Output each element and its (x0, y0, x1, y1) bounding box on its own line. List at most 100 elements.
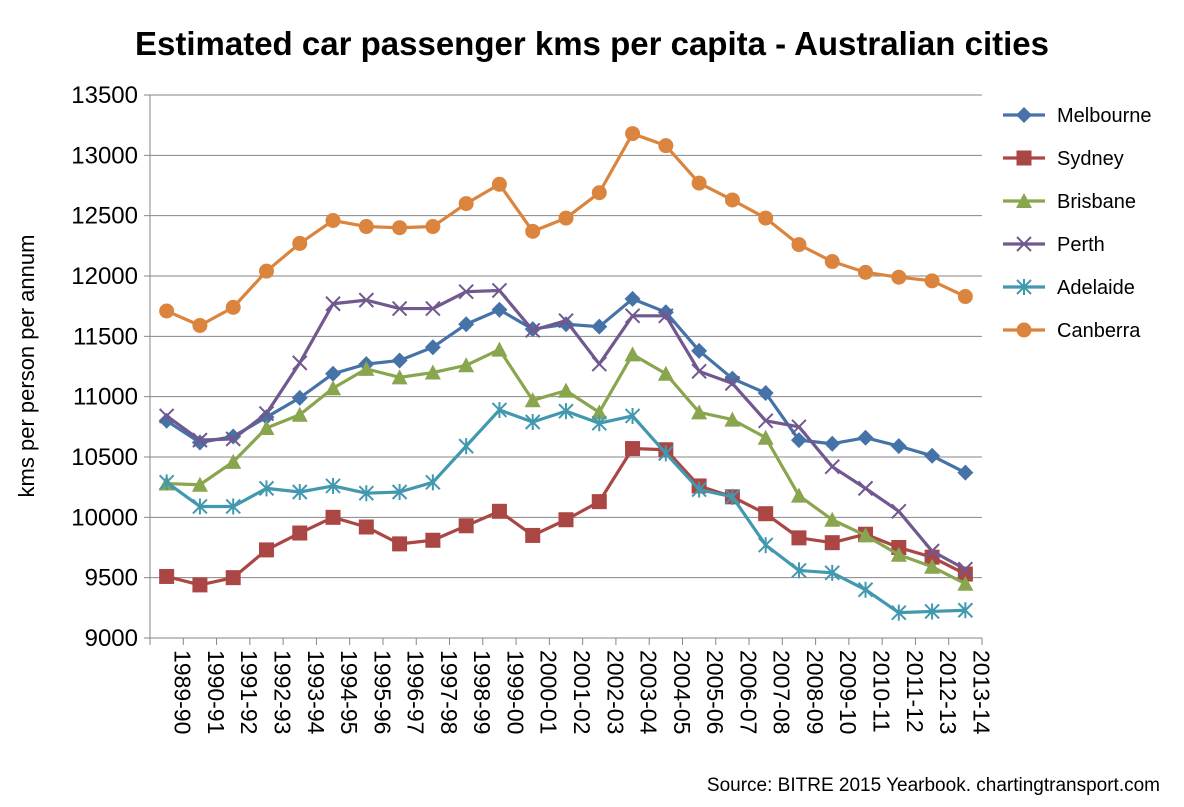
data-point-canberra (591, 185, 607, 201)
legend-label: Melbourne (1057, 105, 1152, 127)
data-point-adelaide (192, 498, 208, 515)
data-point-melbourne (158, 412, 175, 429)
data-point-melbourne (924, 447, 941, 464)
source-note: Source: BITRE 2015 Yearbook. chartingtra… (707, 775, 1160, 796)
x-tick-label: 2008-09 (802, 650, 828, 734)
legend-label: Adelaide (1057, 277, 1135, 299)
data-point-melbourne (691, 342, 708, 359)
data-point-perth (525, 322, 541, 339)
data-point-melbourne (258, 409, 275, 426)
series-adelaide (158, 401, 974, 621)
data-point-brisbane (724, 411, 741, 427)
y-tick-label: 13000 (71, 142, 138, 169)
y-tick-label: 10000 (71, 504, 138, 531)
x-tick-label: 2001-02 (569, 650, 595, 734)
data-point-brisbane (291, 406, 308, 422)
data-point-brisbane (191, 476, 208, 492)
series-sydney (159, 441, 973, 593)
data-point-perth (491, 282, 508, 299)
data-point-melbourne (591, 318, 608, 335)
data-point-sydney (758, 506, 774, 522)
data-point-canberra (458, 196, 474, 212)
data-point-adelaide (258, 480, 275, 497)
data-point-sydney (458, 518, 474, 534)
data-point-melbourne (857, 429, 874, 446)
series-perth (158, 282, 974, 577)
data-point-perth (158, 408, 175, 424)
data-point-canberra (924, 273, 940, 289)
data-point-perth (391, 300, 408, 317)
legend-item-canberra: Canberra (1003, 320, 1141, 342)
data-point-sydney (558, 512, 574, 528)
data-point-perth (824, 458, 840, 475)
data-point-perth (724, 375, 741, 392)
x-tick-label: 1996-97 (403, 650, 429, 734)
x-tick-label: 2011-12 (902, 650, 928, 733)
data-point-brisbane (657, 365, 674, 381)
legend-item-melbourne: Melbourne (1003, 105, 1152, 127)
data-point-sydney (824, 535, 840, 551)
data-point-perth (225, 431, 241, 447)
data-point-sydney (325, 509, 341, 525)
data-point-melbourne (790, 432, 807, 449)
data-point-perth (258, 405, 275, 422)
data-point-adelaide (425, 474, 441, 491)
data-point-adelaide (791, 562, 807, 579)
data-point-brisbane (325, 380, 342, 396)
data-point-perth (558, 312, 574, 329)
data-point-adelaide (491, 401, 508, 418)
data-point-sydney (258, 542, 274, 558)
data-point-brisbane (391, 369, 408, 385)
data-point-brisbane (691, 404, 708, 420)
legend-item-sydney: Sydney (1003, 148, 1124, 170)
data-point-perth (458, 283, 474, 300)
legend-marker (1016, 193, 1032, 208)
y-tick-label: 11500 (73, 323, 138, 350)
legend-marker (1016, 322, 1032, 338)
data-point-perth (957, 561, 974, 577)
legend-label: Perth (1057, 234, 1105, 256)
data-point-melbourne (824, 435, 841, 452)
legend-item-brisbane: Brisbane (1003, 191, 1136, 213)
data-point-sydney (625, 441, 641, 457)
data-point-canberra (525, 223, 541, 239)
data-point-adelaide (325, 477, 341, 494)
data-point-sydney (392, 536, 408, 552)
data-point-melbourne (325, 365, 342, 382)
y-axis-label: kms per person per annum (14, 235, 39, 498)
data-point-canberra (425, 219, 441, 235)
data-point-adelaide (658, 445, 674, 462)
data-point-adelaide (624, 407, 641, 424)
data-point-sydney (491, 503, 507, 519)
data-point-melbourne (491, 301, 508, 318)
data-point-sydney (525, 527, 541, 543)
series-layer (158, 126, 974, 621)
data-point-brisbane (624, 346, 641, 362)
data-point-adelaide (824, 564, 840, 581)
data-point-canberra (225, 299, 241, 315)
y-tick-label: 12500 (71, 203, 138, 230)
y-tick-label: 9000 (85, 625, 138, 652)
data-point-adelaide (391, 483, 408, 500)
data-point-adelaide (957, 602, 974, 619)
x-tick-label: 1990-91 (203, 650, 229, 734)
data-point-brisbane (458, 357, 475, 373)
data-point-canberra (957, 289, 973, 305)
data-point-adelaide (558, 403, 574, 420)
data-point-sydney (957, 566, 973, 582)
data-point-melbourne (424, 339, 441, 356)
data-point-canberra (758, 210, 774, 226)
data-point-brisbane (524, 392, 541, 408)
x-tick-label: 2004-05 (669, 650, 695, 734)
data-point-brisbane (824, 511, 841, 527)
data-point-melbourne (391, 352, 408, 369)
data-point-brisbane (790, 487, 807, 503)
legend-item-perth: Perth (1003, 234, 1105, 256)
series-brisbane (158, 341, 974, 591)
data-point-adelaide (525, 414, 541, 431)
x-tick-label: 2000-01 (536, 650, 562, 734)
legend-marker (1016, 236, 1032, 252)
data-point-adelaide (225, 498, 241, 515)
data-point-melbourne (291, 389, 308, 406)
data-point-adelaide (292, 483, 308, 500)
